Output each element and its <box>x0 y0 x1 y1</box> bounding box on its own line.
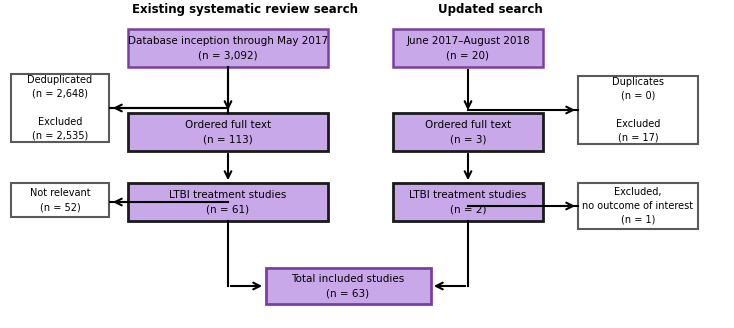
FancyBboxPatch shape <box>393 113 543 151</box>
Text: Ordered full text
(n = 113): Ordered full text (n = 113) <box>185 120 271 144</box>
Text: LTBI treatment studies
(n = 2): LTBI treatment studies (n = 2) <box>410 190 527 214</box>
FancyBboxPatch shape <box>578 76 698 144</box>
Text: Existing systematic review search: Existing systematic review search <box>132 4 358 16</box>
Text: Total included studies
(n = 63): Total included studies (n = 63) <box>291 274 404 298</box>
Text: Deduplicated
(n = 2,648)

Excluded
(n = 2,535): Deduplicated (n = 2,648) Excluded (n = 2… <box>27 75 92 141</box>
FancyBboxPatch shape <box>578 183 698 229</box>
FancyBboxPatch shape <box>128 183 328 221</box>
Text: Duplicates
(n = 0)

Excluded
(n = 17): Duplicates (n = 0) Excluded (n = 17) <box>612 77 664 143</box>
Text: Database inception through May 2017
(n = 3,092): Database inception through May 2017 (n =… <box>128 36 328 60</box>
FancyBboxPatch shape <box>393 183 543 221</box>
Text: June 2017–August 2018
(n = 20): June 2017–August 2018 (n = 20) <box>406 36 530 60</box>
Text: Ordered full text
(n = 3): Ordered full text (n = 3) <box>425 120 511 144</box>
FancyBboxPatch shape <box>128 113 328 151</box>
FancyBboxPatch shape <box>266 268 431 304</box>
Text: Excluded,
no outcome of interest
(n = 1): Excluded, no outcome of interest (n = 1) <box>583 187 694 225</box>
Text: Not relevant
(n = 52): Not relevant (n = 52) <box>29 188 90 212</box>
FancyBboxPatch shape <box>11 74 109 142</box>
Text: Updated search: Updated search <box>437 4 542 16</box>
FancyBboxPatch shape <box>11 183 109 217</box>
Text: LTBI treatment studies
(n = 61): LTBI treatment studies (n = 61) <box>170 190 287 214</box>
FancyBboxPatch shape <box>393 29 543 67</box>
FancyBboxPatch shape <box>128 29 328 67</box>
